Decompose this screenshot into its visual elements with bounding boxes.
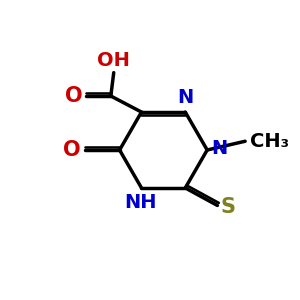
Text: NH: NH xyxy=(124,193,156,212)
Text: O: O xyxy=(65,86,82,106)
Text: OH: OH xyxy=(97,51,130,70)
Text: N: N xyxy=(212,139,228,158)
Text: CH₃: CH₃ xyxy=(250,132,289,151)
Text: N: N xyxy=(177,88,194,107)
Text: S: S xyxy=(221,197,236,217)
Text: O: O xyxy=(63,140,81,160)
